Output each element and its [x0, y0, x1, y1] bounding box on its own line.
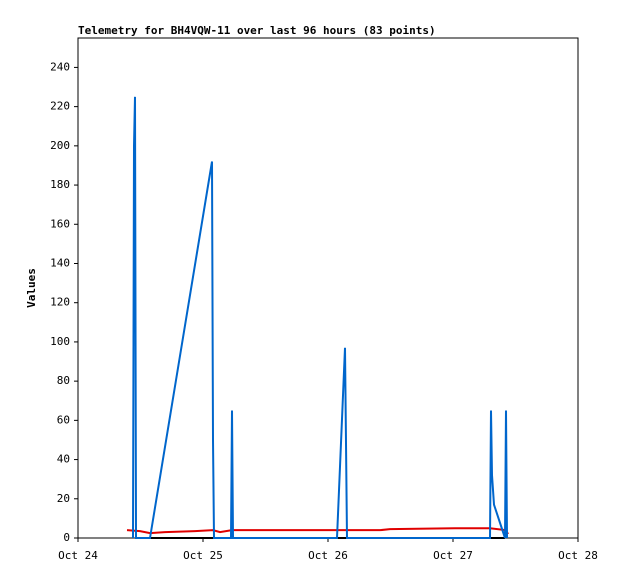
x-tick-label: Oct 27 — [433, 549, 473, 562]
y-tick-label: 160 — [50, 217, 70, 230]
y-axis-label: Values — [25, 268, 38, 308]
y-tick-label: 100 — [50, 335, 70, 348]
chart-title: Telemetry for BH4VQW-11 over last 96 hou… — [78, 24, 436, 37]
series-line — [132, 96, 508, 539]
x-tick-label: Oct 25 — [183, 549, 223, 562]
y-tick-label: 40 — [57, 453, 70, 466]
y-tick-label: 220 — [50, 100, 70, 113]
y-tick-label: 20 — [57, 492, 70, 505]
y-tick-label: 60 — [57, 413, 70, 426]
y-tick-label: 180 — [50, 178, 70, 191]
series-line — [126, 527, 509, 535]
x-tick-label: Oct 26 — [308, 549, 348, 562]
y-tick-label: 140 — [50, 256, 70, 269]
y-tick-label: 80 — [57, 374, 70, 387]
y-tick-label: 240 — [50, 60, 70, 73]
y-tick-label: 0 — [63, 531, 70, 544]
y-tick-label: 200 — [50, 139, 70, 152]
x-tick-label: Oct 24 — [58, 549, 98, 562]
y-tick-label: 120 — [50, 296, 70, 309]
x-tick-label: Oct 28 — [558, 549, 598, 562]
